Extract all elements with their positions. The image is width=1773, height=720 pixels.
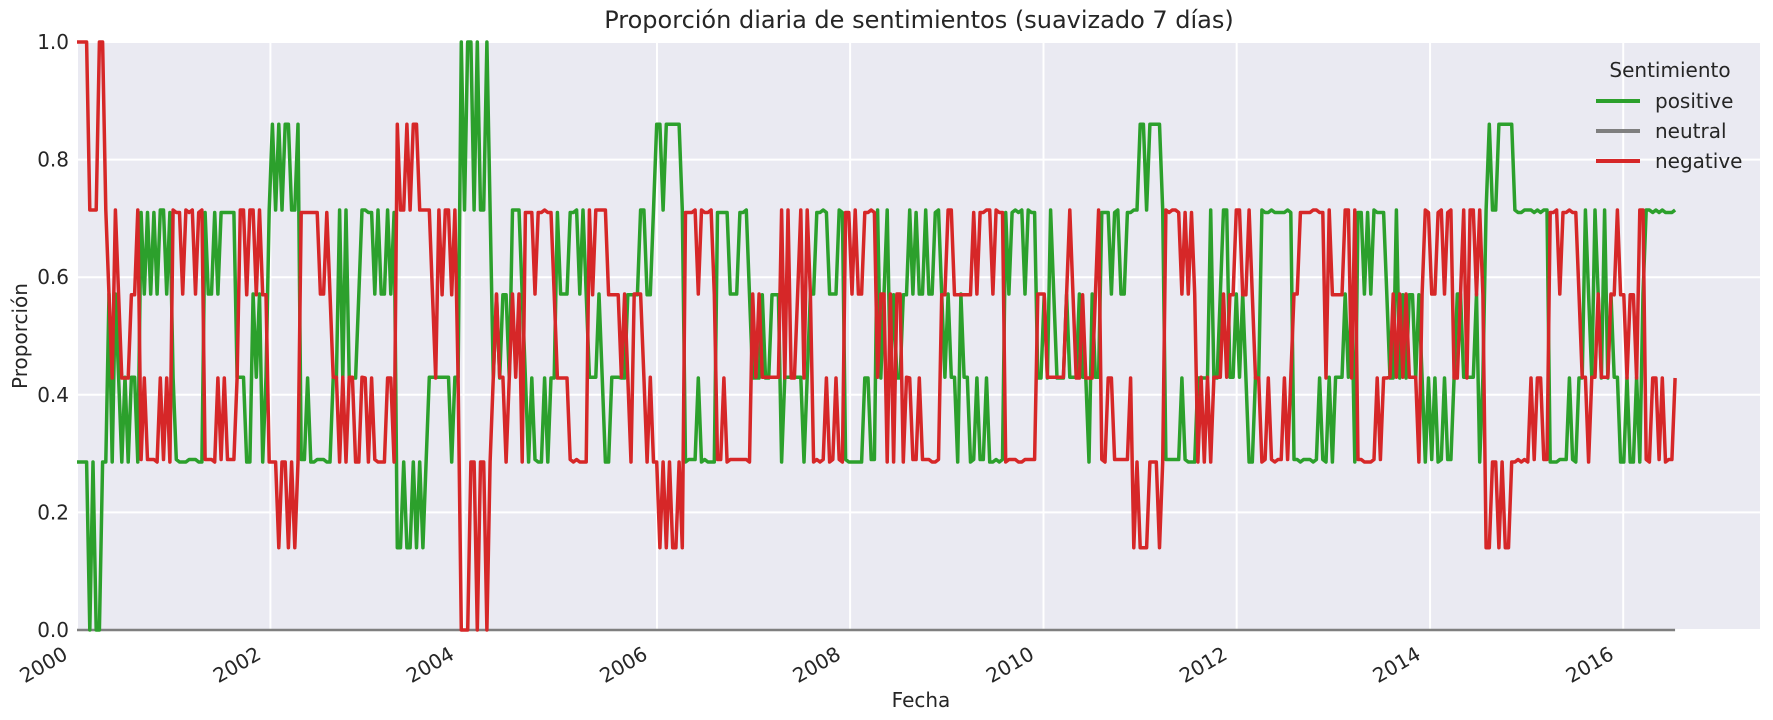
legend-title: Sentimiento xyxy=(1609,58,1730,82)
x-tick-label: 2006 xyxy=(595,642,651,688)
x-tick-label: 2010 xyxy=(982,642,1038,688)
y-tick-labels: 0.0 0.2 0.4 0.6 0.8 1.0 xyxy=(37,30,69,642)
y-tick-label: 0.2 xyxy=(37,500,69,524)
x-tick-label: 2002 xyxy=(209,642,265,688)
legend-entry-neutral: neutral xyxy=(1596,119,1727,143)
series-layer xyxy=(77,40,1677,632)
x-tick-label: 2004 xyxy=(402,642,458,688)
x-tick-labels: 2000 2002 2004 2006 2008 2010 2012 2014 2016 xyxy=(15,642,1617,688)
x-tick-label: 2012 xyxy=(1175,642,1231,688)
y-tick-label: 0.0 xyxy=(37,618,69,642)
legend-entry-negative: negative xyxy=(1596,149,1742,173)
legend-label-positive: positive xyxy=(1655,89,1733,113)
x-tick-label: 2016 xyxy=(1562,642,1618,688)
series-line-negative xyxy=(77,40,1677,632)
x-axis-label: Fecha xyxy=(892,688,951,712)
y-tick-label: 0.8 xyxy=(37,148,69,172)
y-axis-label: Proporción xyxy=(8,283,32,389)
y-tick-label: 0.6 xyxy=(37,265,69,289)
legend-label-neutral: neutral xyxy=(1655,119,1727,143)
y-tick-label: 1.0 xyxy=(37,30,69,54)
legend-label-negative: negative xyxy=(1655,149,1742,173)
legend: Sentimiento positive neutral negative xyxy=(1596,58,1742,173)
x-tick-label: 2000 xyxy=(15,642,71,688)
chart-title: Proporción diaria de sentimientos (suavi… xyxy=(604,6,1234,34)
x-tick-label: 2014 xyxy=(1368,642,1424,688)
x-tick-label: 2008 xyxy=(789,642,845,688)
legend-entry-positive: positive xyxy=(1596,89,1733,113)
y-tick-label: 0.4 xyxy=(37,383,69,407)
